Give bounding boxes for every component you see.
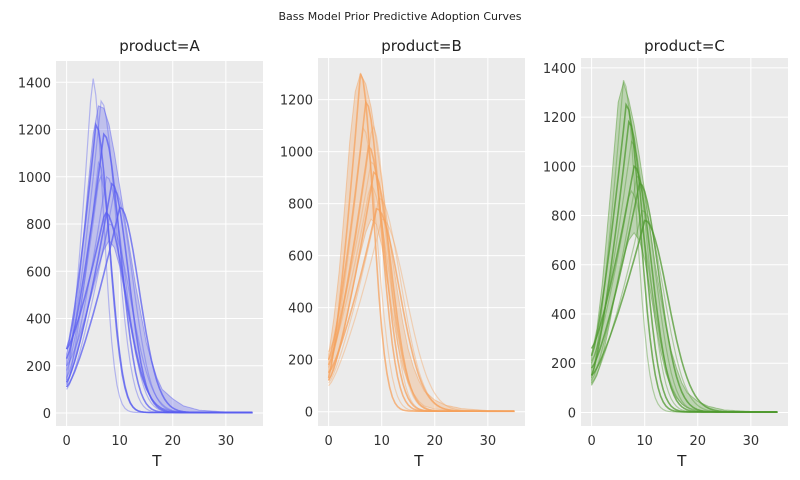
x-axis-label: T <box>151 452 162 470</box>
x-tick-label: 0 <box>324 434 332 449</box>
plot-area <box>56 61 263 426</box>
y-tick-label: 600 <box>288 250 313 265</box>
y-tick-label: 0 <box>305 406 313 421</box>
panel-product-b: 0 10 20 30 0 200 400 600 800 1000 1200 product=B T <box>280 37 525 470</box>
y-tick-label: 1000 <box>280 146 313 161</box>
x-tick-label: 0 <box>62 434 70 449</box>
x-tick-label: 20 <box>164 434 181 449</box>
series-line <box>328 218 515 412</box>
plot-marks <box>65 78 253 414</box>
y-tick-label: 400 <box>551 308 576 323</box>
x-tick-label: 0 <box>587 434 595 449</box>
x-tick-label: 30 <box>743 434 760 449</box>
y-tick-label: 1400 <box>18 76 51 91</box>
y-tick-label: 0 <box>43 407 51 422</box>
x-tick-label: 20 <box>426 434 443 449</box>
series-line <box>327 207 515 412</box>
figure-title: Bass Model Prior Predictive Adoption Cur… <box>278 10 521 23</box>
y-tick-label: 1400 <box>543 62 576 77</box>
x-tick-label: 10 <box>111 434 128 449</box>
y-tick-label: 1000 <box>543 160 576 175</box>
x-tick-label: 10 <box>636 434 653 449</box>
x-tick-label: 30 <box>480 434 497 449</box>
series-line <box>328 124 515 412</box>
y-tick-label: 1000 <box>18 171 51 186</box>
panel-title: product=B <box>381 37 462 55</box>
series-line <box>66 173 253 414</box>
y-tick-label: 400 <box>288 302 313 317</box>
x-axis-label: T <box>413 452 424 470</box>
y-tick-label: 0 <box>568 406 576 421</box>
y-tick-label: 200 <box>26 360 51 375</box>
panel-product-a: 0 10 20 30 0 200 400 600 800 1000 1200 1400 product=… <box>18 37 263 470</box>
y-tick-label: 200 <box>551 357 576 372</box>
y-tick-label: 800 <box>288 198 313 213</box>
panel-title: product=A <box>119 37 200 55</box>
y-tick-label: 600 <box>26 265 51 280</box>
y-tick-label: 1200 <box>18 124 51 139</box>
plot-marks <box>590 79 778 413</box>
y-tick-label: 600 <box>551 259 576 274</box>
y-tick-label: 1200 <box>280 94 313 109</box>
series-line <box>590 219 778 413</box>
y-tick-label: 800 <box>26 218 51 233</box>
x-axis-label: T <box>676 452 687 470</box>
series-line <box>65 206 253 414</box>
y-tick-label: 800 <box>551 210 576 225</box>
panel-product-c: 0 10 20 30 0 200 400 600 800 1000 1200 1400 product=… <box>543 37 788 470</box>
x-tick-label: 20 <box>689 434 706 449</box>
y-tick-label: 1200 <box>543 111 576 126</box>
y-tick-label: 200 <box>288 354 313 369</box>
panel-title: product=C <box>644 37 725 55</box>
y-tick-label: 400 <box>26 313 51 328</box>
plot-marks <box>327 72 515 413</box>
plot-area <box>581 58 788 426</box>
x-tick-label: 10 <box>373 434 390 449</box>
x-tick-label: 30 <box>218 434 235 449</box>
plot-area <box>318 58 525 426</box>
